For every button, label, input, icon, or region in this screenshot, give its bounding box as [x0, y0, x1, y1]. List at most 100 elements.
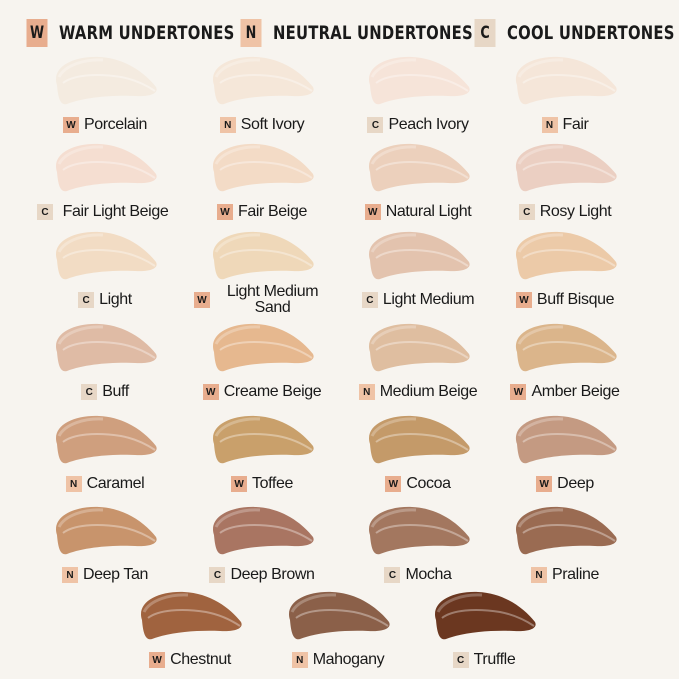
- shade-name: Chestnut: [170, 651, 231, 668]
- shade-label: W Chestnut: [115, 650, 265, 670]
- shade-name: Cocoa: [406, 475, 451, 492]
- shade-item: C Truffle: [409, 590, 559, 670]
- legend-label: WARM UNDERTONES: [59, 22, 235, 44]
- shade-swatch: [435, 591, 536, 640]
- shade-name: Rosy Light: [539, 203, 612, 220]
- undertone-badge: W: [515, 292, 532, 308]
- undertone-badge: W: [217, 204, 234, 220]
- legend-warm: W WARM UNDERTONES: [23, 18, 284, 48]
- shade-item: W Fair Beige: [187, 142, 337, 222]
- legend-neutral: N NEUTRAL UNDERTONES: [237, 18, 529, 48]
- shade-item: W Creame Beige: [187, 322, 337, 402]
- shade-item: W Light Medium Sand: [187, 230, 337, 316]
- shade-label: N Mahogany: [263, 650, 413, 670]
- shade-name: Deep Tan: [82, 566, 148, 583]
- shade-swatch: [213, 323, 314, 372]
- shade-item: W Natural Light: [343, 142, 493, 222]
- legend-badge: N: [240, 19, 262, 47]
- shade-label: W Amber Beige: [490, 382, 640, 402]
- undertone-badge: C: [384, 567, 401, 583]
- shade-name: Fair Beige: [238, 203, 307, 220]
- shade-label: C Light: [30, 290, 180, 310]
- shade-item: N Fair: [490, 55, 640, 135]
- shade-swatch: [56, 143, 157, 192]
- shade-name: Praline: [551, 566, 599, 583]
- shade-swatch: [369, 231, 470, 280]
- shade-name: Creame Beige: [223, 383, 322, 400]
- undertone-badge: N: [358, 384, 375, 400]
- shade-item: W Cocoa: [343, 414, 493, 494]
- undertone-badge: N: [61, 567, 78, 583]
- shade-name: Buff: [102, 383, 129, 400]
- shade-swatch: [56, 415, 157, 464]
- shade-label: C Rosy Light: [490, 202, 640, 222]
- shade-swatch: [56, 323, 157, 372]
- shade-label: C Mocha: [343, 565, 493, 585]
- shade-swatch: [213, 506, 314, 555]
- undertone-badge: N: [219, 117, 236, 133]
- shade-swatch: [213, 143, 314, 192]
- shade-item: W Amber Beige: [490, 322, 640, 402]
- shade-label: N Caramel: [30, 474, 180, 494]
- undertone-badge: W: [202, 384, 219, 400]
- shade-swatch: [516, 143, 617, 192]
- shade-swatch: [516, 56, 617, 105]
- shade-label: W Buff Bisque: [490, 290, 640, 310]
- shade-item: N Medium Beige: [343, 322, 493, 402]
- shade-label: W Deep: [490, 474, 640, 494]
- shade-name: Porcelain: [83, 116, 148, 133]
- shade-label: W Natural Light: [343, 202, 493, 222]
- undertone-badge: N: [291, 652, 308, 668]
- shade-name: Peach Ivory: [388, 116, 469, 133]
- shade-swatch: [369, 323, 470, 372]
- shade-item: W Toffee: [187, 414, 337, 494]
- shade-item: N Caramel: [30, 414, 180, 494]
- legend-badge: W: [26, 19, 48, 47]
- shade-swatch: [369, 506, 470, 555]
- shade-item: C Mocha: [343, 505, 493, 585]
- undertone-badge: W: [149, 652, 166, 668]
- undertone-badge: N: [541, 117, 558, 133]
- shade-swatch: [56, 56, 157, 105]
- legend-label: NEUTRAL UNDERTONES: [273, 22, 473, 44]
- shade-swatch: [56, 506, 157, 555]
- shade-label: W Toffee: [187, 474, 337, 494]
- shade-swatch: [516, 231, 617, 280]
- shade-label: C Truffle: [409, 650, 559, 670]
- shade-name: Light Medium: [382, 291, 475, 308]
- shade-swatch: [289, 591, 390, 640]
- shade-name: Toffee: [252, 475, 293, 492]
- shade-label: W Creame Beige: [187, 382, 337, 402]
- shade-label: C Peach Ivory: [343, 115, 493, 135]
- shade-swatch: [213, 231, 314, 280]
- shade-item: C Buff: [30, 322, 180, 402]
- legend-label: COOL UNDERTONES: [507, 22, 675, 44]
- shade-label: C Buff: [30, 382, 180, 402]
- shade-label: W Porcelain: [30, 115, 180, 135]
- shade-name: Caramel: [86, 475, 145, 492]
- undertone-badge: W: [510, 384, 527, 400]
- shade-label: C Light Medium: [343, 290, 493, 310]
- shade-item: C Rosy Light: [490, 142, 640, 222]
- shade-swatch: [369, 56, 470, 105]
- shade-name: Deep Brown: [230, 566, 315, 583]
- shade-swatch: [56, 231, 157, 280]
- shade-item: W Buff Bisque: [490, 230, 640, 310]
- shade-swatch: [369, 143, 470, 192]
- undertone-badge: N: [530, 567, 547, 583]
- shade-swatch: [516, 415, 617, 464]
- shade-name: Soft Ivory: [240, 116, 305, 133]
- shade-name: Truffle: [473, 651, 516, 668]
- undertone-badge: C: [81, 384, 98, 400]
- shade-label: W Light Medium Sand: [187, 284, 337, 316]
- shade-swatch: [213, 56, 314, 105]
- shade-name: Natural Light: [385, 203, 472, 220]
- shade-label: W Fair Beige: [187, 202, 337, 222]
- shade-label: W Cocoa: [343, 474, 493, 494]
- shade-name: Deep: [557, 475, 594, 492]
- shade-item: W Deep: [490, 414, 640, 494]
- shade-name: Amber Beige: [531, 383, 620, 400]
- shade-swatch: [141, 591, 242, 640]
- shade-swatch: [213, 415, 314, 464]
- shade-name: Mocha: [405, 566, 452, 583]
